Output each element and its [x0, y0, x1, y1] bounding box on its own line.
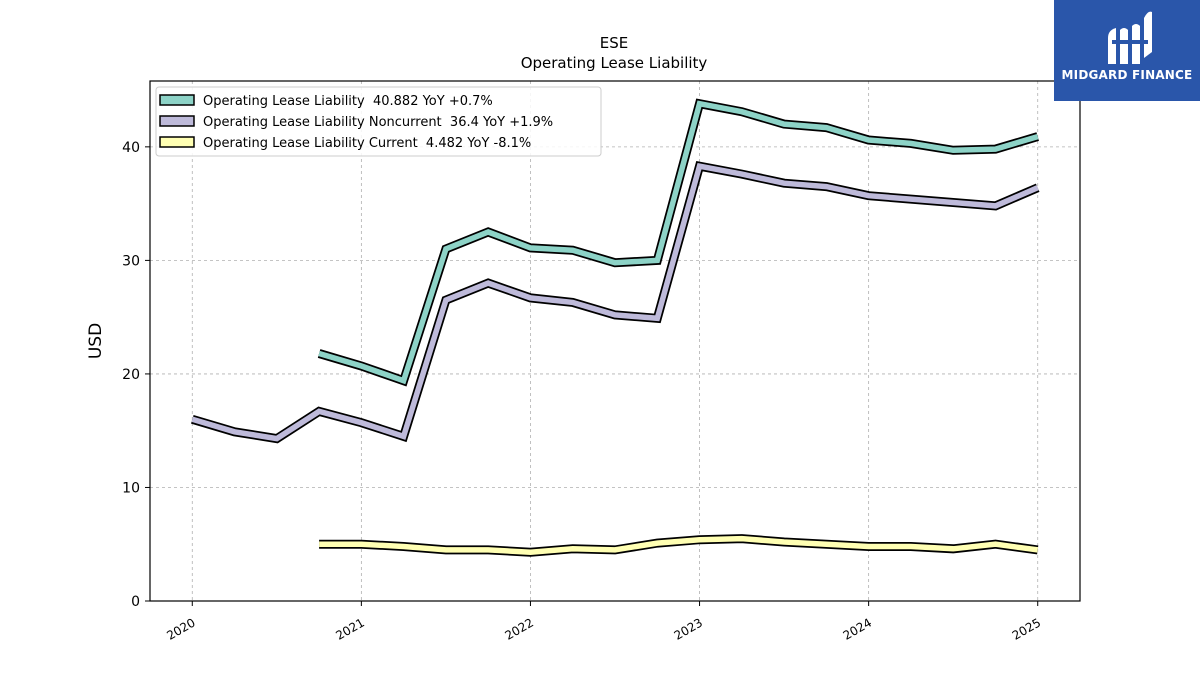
y-tick-label: 10 — [122, 480, 140, 496]
brand-logo: MIDGARD FINANCE — [1054, 0, 1200, 101]
x-tick-label: 2024 — [841, 615, 874, 642]
legend-label: Operating Lease Liability Current 4.482 … — [203, 136, 531, 151]
legend-label: Operating Lease Liability Noncurrent 36.… — [203, 115, 553, 130]
legend-box — [155, 86, 602, 157]
y-tick-label: 0 — [131, 594, 140, 610]
legend-swatch — [159, 94, 195, 106]
chart-title: ESE — [600, 34, 628, 52]
y-axis: 0 10 20 30 40 — [122, 140, 150, 610]
y-tick-label: 40 — [122, 140, 140, 156]
y-axis-label: USD — [86, 323, 106, 359]
chart-subtitle: Operating Lease Liability — [521, 54, 708, 72]
y-tick-label: 30 — [122, 253, 140, 269]
x-tick-label: 2025 — [1010, 615, 1043, 642]
series-outline-operating-lease-liability-noncurrent — [191, 161, 1040, 444]
legend-swatch — [159, 136, 195, 148]
y-tick-label: 20 — [122, 367, 140, 383]
series-line-operating-lease-liability-noncurrent — [191, 163, 1039, 442]
x-axis: 2020 2021 2022 2023 2024 2025 — [164, 601, 1043, 643]
x-tick-label: 2022 — [503, 615, 536, 642]
legend-swatch — [159, 115, 195, 127]
legend-label: Operating Lease Liability 40.882 YoY +0.… — [203, 94, 493, 109]
x-tick-label: 2021 — [333, 615, 366, 642]
brand-name: MIDGARD FINANCE — [1061, 68, 1193, 82]
series-line-operating-lease-liability — [318, 100, 1039, 385]
mf-monogram-icon — [1108, 11, 1152, 64]
legend: Operating Lease Liability 40.882 YoY +0.… — [155, 86, 602, 157]
x-tick-label: 2023 — [672, 615, 705, 642]
series-layer — [191, 98, 1040, 557]
grid-lines — [150, 81, 1080, 601]
series-line-operating-lease-liability-current — [319, 535, 1039, 555]
plot-frame — [149, 80, 1081, 602]
x-tick-label: 2020 — [164, 615, 197, 642]
